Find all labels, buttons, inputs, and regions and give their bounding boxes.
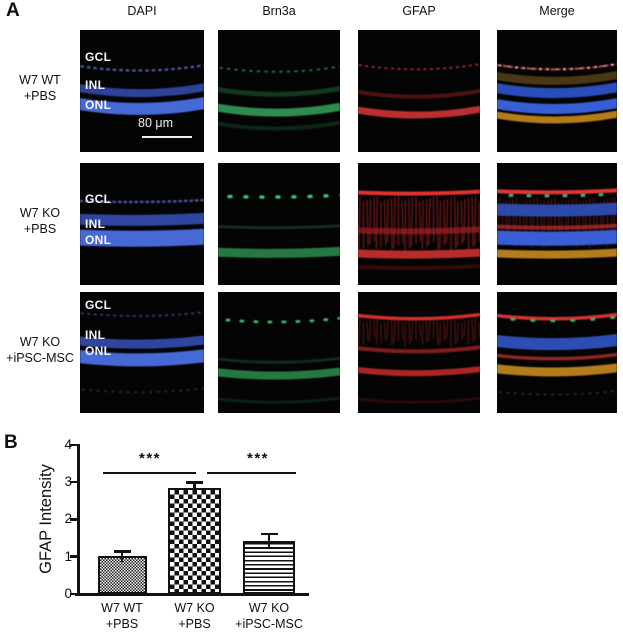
x-category-line: +PBS	[105, 616, 139, 631]
error-bar-stem	[267, 533, 271, 547]
x-category-line: +PBS	[178, 616, 211, 631]
y-tick-mark	[70, 555, 77, 558]
micrograph-merge-row3	[497, 292, 617, 413]
micrograph-merge-row2	[497, 163, 617, 285]
layer-label-inl: INL	[85, 77, 106, 92]
y-tick-mark	[70, 592, 77, 596]
row-label-1: W7 KO +PBS	[0, 205, 80, 238]
micrograph-gfap-row2	[358, 163, 480, 285]
micrograph-gfap-row3	[358, 292, 480, 413]
significance-stars-1: ***	[246, 450, 269, 467]
x-category-line: W7 KO	[248, 601, 290, 615]
layer-label-onl: ONL	[85, 98, 112, 113]
micrograph-dapi-row3: GCL INL ONL	[80, 292, 204, 413]
layer-label-gcl: GCL	[85, 192, 112, 207]
y-tick-label-0: 0	[64, 586, 72, 601]
x-category-label-1: W7 KO +PBS	[145, 601, 245, 632]
micrograph-dapi-row2: GCL INL ONL	[80, 163, 204, 285]
layer-label-onl: ONL	[85, 232, 112, 247]
micrograph-brn3a-row1	[218, 30, 340, 152]
y-tick-label-1: 1	[64, 548, 72, 564]
significance-stars-0: ***	[138, 450, 161, 467]
row-label-line: +iPSC-MSC	[6, 350, 74, 365]
y-tick-label-2: 2	[64, 511, 72, 527]
scale-bar-text: 80 μm	[138, 116, 173, 130]
micrograph-brn3a-row2	[218, 163, 340, 285]
error-bar-cap	[260, 532, 278, 536]
significance-line-1	[207, 472, 296, 474]
layer-label-inl: INL	[85, 216, 106, 231]
row-label-line: +PBS	[23, 89, 57, 104]
column-header-merge: Merge	[539, 4, 575, 18]
row-label-line: W7 KO	[19, 206, 61, 220]
bar-w7ko-+ipsc-msc	[243, 540, 295, 594]
x-category-line: +iPSC-MSC	[235, 616, 303, 631]
row-label-line: W7 WT	[19, 73, 61, 87]
gfap-intensity-chart: GFAP Intensity 0 1 2 3 4 W7 WT +PBS W7 KO +PBS W7…	[0, 436, 400, 643]
error-bar-stem	[193, 482, 196, 494]
row-label-2: W7 KO +iPSC-MSC	[0, 334, 80, 367]
column-header-gfap: GFAP	[402, 4, 436, 18]
column-header-dapi: DAPI	[127, 4, 157, 18]
micrograph-brn3a-row3	[218, 292, 340, 413]
bar-w7wt-+pbs	[97, 555, 147, 594]
row-label-line: +PBS	[23, 222, 57, 237]
x-axis-line	[75, 592, 309, 596]
y-axis-line	[77, 444, 80, 594]
column-header-brn3a: Brn3a	[262, 4, 296, 18]
panel-b-letter: B	[4, 432, 18, 453]
micrograph-merge-row1	[497, 30, 617, 152]
layer-label-onl: ONL	[85, 344, 112, 359]
micrograph-gfap-row1	[358, 30, 480, 152]
y-tick-mark	[70, 443, 77, 447]
y-tick-mark	[70, 518, 77, 521]
micrograph-dapi-row1: GCL INL ONL 80 μm	[80, 30, 204, 152]
bar-w7ko-+pbs	[168, 487, 221, 594]
x-category-line: W7 WT	[101, 601, 143, 615]
layer-label-inl: INL	[85, 328, 106, 343]
error-bar-cap	[113, 550, 131, 553]
panel-a-letter: A	[6, 0, 20, 21]
y-tick-label-3: 3	[64, 474, 72, 490]
error-bar-stem	[120, 551, 124, 562]
error-bar-cap	[186, 481, 203, 484]
scale-bar-line	[142, 136, 192, 138]
x-category-line: W7 KO	[174, 601, 215, 615]
layer-label-gcl: GCL	[85, 298, 112, 313]
row-label-line: W7 KO	[19, 334, 61, 349]
y-tick-label-4: 4	[64, 436, 72, 452]
x-category-label-2: W7 KO +iPSC-MSC	[209, 601, 329, 632]
layer-label-gcl: GCL	[85, 49, 112, 64]
row-label-0: W7 WT +PBS	[0, 72, 80, 105]
x-category-label-0: W7 WT +PBS	[72, 601, 172, 632]
y-tick-mark	[70, 480, 77, 484]
significance-line-0	[103, 472, 196, 474]
